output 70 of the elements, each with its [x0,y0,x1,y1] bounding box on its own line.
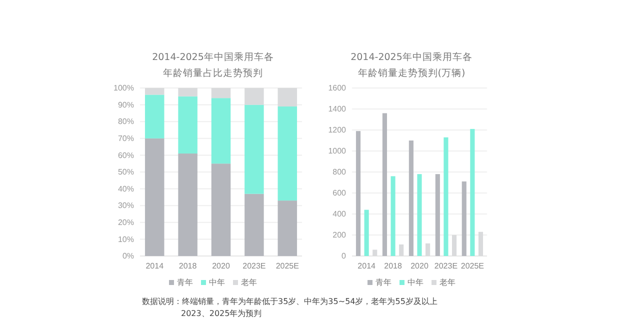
y-tick-label: 90% [118,100,134,110]
x-tick-label: 2020 [212,262,230,271]
bar [144,138,164,256]
chart-title: 2014-2025年中国乘用车各年龄销量走势预判(万辆) [350,51,472,79]
legend-label: 老年 [440,278,456,287]
x-tick-label: 2020 [410,262,429,271]
y-tick-label: 60% [118,150,134,160]
legend-label: 中年 [408,278,424,287]
bar [211,88,231,98]
x-tick-label: 2023E [434,262,458,271]
bar [444,137,448,256]
y-tick-label: 30% [118,201,134,210]
bar [211,164,231,256]
x-tick-label: 2025E [276,262,299,271]
x-tick-label: 2023E [242,262,266,271]
bar [278,200,298,256]
bar [144,94,164,138]
bar [278,106,298,201]
bar [178,88,198,96]
bar [435,174,440,256]
bar [478,232,484,256]
bar [382,113,388,256]
bar [408,140,414,256]
legend-label: 老年 [241,278,257,287]
y-tick-label: 10% [118,234,134,244]
x-tick-label: 2025E [460,262,484,271]
bar [390,176,396,256]
y-tick-label: 800 [332,168,347,177]
bar [178,96,198,154]
bar [244,88,264,105]
y-tick-label: 20% [118,218,134,227]
y-tick-label: 1200 [328,126,347,135]
y-tick-label: 200 [332,230,347,240]
y-tick-label: 400 [332,210,347,219]
legend-label: 青年 [177,278,193,287]
y-tick-label: 70% [118,134,134,143]
x-tick-label: 2018 [178,262,198,271]
y-tick-label: 100% [114,84,134,93]
text: 2023、2025年为预判 [181,309,262,318]
bar [278,88,298,106]
y-tick-label: 50% [118,168,134,177]
chart-title: 2014-2025年中国乘用车各年龄销量占比走势预判 [152,51,274,79]
y-tick-label: 1000 [328,146,347,156]
text: 数据说明：终端销量，青年为年龄低于35岁、中年为35~54岁，老年为55岁及以上 [142,297,438,306]
bar [144,88,164,95]
bar [364,210,369,256]
bar [470,128,475,256]
legend-label: 青年 [376,278,392,287]
bar [452,235,457,256]
bar [426,243,430,256]
y-tick-label: 1400 [328,104,347,114]
bar [417,174,422,256]
bar [372,250,378,256]
y-tick-label: 600 [332,188,347,198]
bar [244,194,264,256]
bar [462,181,466,256]
y-tick-label: 0% [122,252,134,261]
bar [211,98,231,164]
x-tick-label: 2014 [358,262,376,271]
y-tick-label: 0 [342,252,347,261]
y-tick-label: 80% [118,117,134,126]
legend-label: 中年 [209,278,225,287]
bar [356,131,361,256]
bar [178,154,198,256]
y-tick-label: 1600 [328,84,347,93]
y-tick-label: 40% [118,184,134,194]
bar [244,104,264,194]
x-tick-label: 2014 [146,262,164,271]
x-tick-label: 2018 [384,262,402,271]
bar [399,244,404,256]
